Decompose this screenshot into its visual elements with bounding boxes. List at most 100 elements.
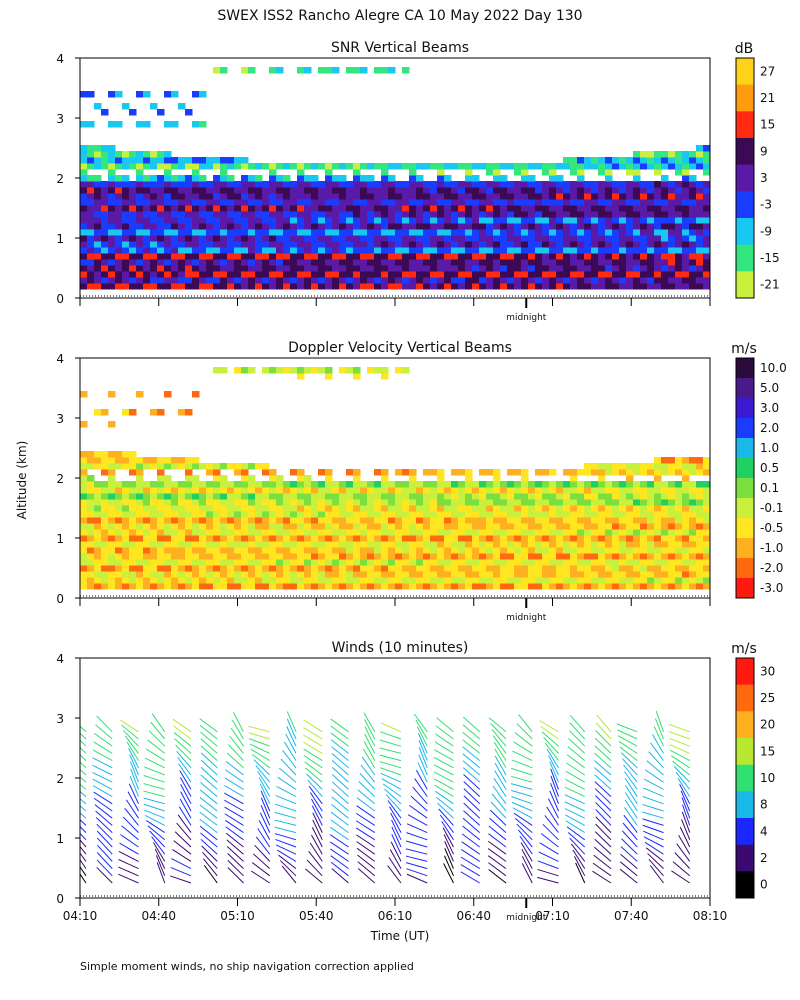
heatmap-cell <box>437 211 445 218</box>
heatmap-cell <box>696 529 704 536</box>
heatmap-cell <box>598 271 606 278</box>
heatmap-cell <box>178 205 186 212</box>
heatmap-cell <box>612 529 620 536</box>
heatmap-cell <box>402 241 410 248</box>
wind-barb <box>227 860 244 877</box>
heatmap-cell <box>213 253 221 260</box>
heatmap-cell <box>297 475 305 482</box>
heatmap-cell <box>654 535 662 542</box>
heatmap-cell <box>192 271 200 278</box>
heatmap-cell <box>122 235 130 242</box>
heatmap-cell <box>668 283 676 290</box>
heatmap-cell <box>584 583 592 590</box>
heatmap-cell <box>297 253 305 260</box>
wind-barb <box>200 759 218 776</box>
heatmap-cell <box>171 487 179 494</box>
heatmap-cell <box>80 547 88 554</box>
heatmap-cell <box>199 241 207 248</box>
heatmap-cell <box>535 583 543 590</box>
heatmap-cell <box>535 205 543 212</box>
heatmap-cell <box>101 481 109 488</box>
heatmap-cell <box>479 541 487 548</box>
heatmap-cell <box>171 187 179 194</box>
heatmap-cell <box>164 169 172 176</box>
heatmap-cell <box>661 229 669 236</box>
heatmap-cell <box>325 253 333 260</box>
heatmap-cell <box>367 571 375 578</box>
heatmap-cell <box>276 265 284 272</box>
heatmap-cell <box>402 283 410 290</box>
heatmap-cell <box>213 481 221 488</box>
heatmap-cell <box>563 277 571 284</box>
heatmap-cell <box>493 163 501 170</box>
heatmap-cell <box>605 283 613 290</box>
heatmap-cell <box>199 223 207 230</box>
wind-barb <box>547 798 559 819</box>
heatmap-cell <box>108 145 116 152</box>
heatmap-cell <box>164 181 172 188</box>
heatmap-cell <box>192 217 200 224</box>
heatmap-cell <box>514 529 522 536</box>
heatmap-cell <box>451 259 459 266</box>
heatmap-cell <box>297 367 305 374</box>
heatmap-cell <box>689 277 697 284</box>
heatmap-cell <box>122 241 130 248</box>
heatmap-cell <box>290 229 298 236</box>
heatmap-cell <box>346 469 354 476</box>
heatmap-cell <box>696 187 704 194</box>
wind-barb <box>462 731 481 747</box>
heatmap-cell <box>80 217 88 224</box>
heatmap-cell <box>696 271 704 278</box>
heatmap-cell <box>402 193 410 200</box>
heatmap-cell <box>640 181 648 188</box>
heatmap-cell <box>675 253 683 260</box>
heatmap-cell <box>87 541 95 548</box>
heatmap-cell <box>703 505 710 512</box>
heatmap-cell <box>332 241 340 248</box>
x-tick-label: 05:10 <box>220 909 255 923</box>
heatmap-cell <box>647 271 655 278</box>
heatmap-cell <box>689 559 697 566</box>
heatmap-cell <box>458 265 466 272</box>
heatmap-cell <box>528 205 536 212</box>
wind-barb <box>180 791 192 812</box>
heatmap-cell <box>493 229 501 236</box>
heatmap-cell <box>283 487 291 494</box>
heatmap-cell <box>129 559 137 566</box>
wind-barb <box>463 810 481 826</box>
heatmap-cell <box>479 559 487 566</box>
heatmap-cell <box>199 253 207 260</box>
heatmap-cell <box>598 571 606 578</box>
heatmap-cell <box>80 577 88 584</box>
heatmap-cell <box>549 481 557 488</box>
heatmap-cell <box>241 505 249 512</box>
heatmap-cell <box>521 241 529 248</box>
heatmap-cell <box>640 577 648 584</box>
heatmap-cell <box>437 253 445 260</box>
heatmap-cell <box>500 217 508 224</box>
heatmap-cell <box>563 205 571 212</box>
heatmap-cell <box>234 247 242 254</box>
heatmap-cell <box>472 247 480 254</box>
heatmap-cell <box>430 277 438 284</box>
heatmap-cell <box>304 235 312 242</box>
heatmap-cell <box>381 187 389 194</box>
heatmap-cell <box>549 175 557 182</box>
heatmap-cell <box>479 241 487 248</box>
heatmap-cell <box>213 229 221 236</box>
heatmap-cell <box>633 157 641 164</box>
wind-barb <box>564 786 585 798</box>
heatmap-cell <box>178 193 186 200</box>
colorbar-tick-label: 10 <box>760 771 775 785</box>
heatmap-cell <box>318 247 326 254</box>
heatmap-cell <box>220 271 228 278</box>
wind-barb <box>406 868 428 877</box>
heatmap-cell <box>591 277 599 284</box>
wind-barb <box>643 836 664 848</box>
heatmap-cell <box>493 481 501 488</box>
heatmap-cell <box>633 217 641 224</box>
heatmap-cell <box>689 553 697 560</box>
heatmap-cell <box>612 463 620 470</box>
heatmap-cell <box>542 187 550 194</box>
heatmap-cell <box>409 559 417 566</box>
